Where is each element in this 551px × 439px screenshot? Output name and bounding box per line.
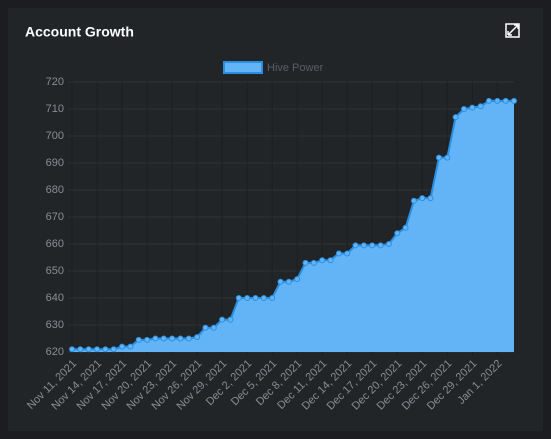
point [160, 335, 167, 342]
point [277, 278, 284, 285]
y-tick-label: 640 [46, 292, 64, 304]
point [302, 259, 309, 266]
chart-title: Account Growth [25, 24, 134, 40]
expand-arrow[interactable] [507, 24, 519, 36]
point [410, 197, 417, 204]
point [210, 324, 217, 331]
point [377, 242, 384, 249]
point [152, 335, 159, 342]
point [85, 346, 92, 353]
point [244, 295, 251, 301]
point [144, 336, 151, 343]
point [419, 195, 426, 202]
point [269, 295, 276, 301]
point [185, 335, 192, 342]
point [119, 343, 126, 350]
point [77, 346, 84, 353]
point [327, 257, 334, 264]
y-tick-label: 620 [46, 346, 64, 358]
point [169, 335, 176, 342]
y-tick-label: 710 [46, 103, 64, 115]
y-tick-label: 630 [46, 319, 64, 331]
point [452, 114, 459, 121]
y-tick-label: 680 [46, 184, 64, 196]
point [511, 97, 517, 104]
point [427, 195, 434, 202]
point [127, 343, 134, 350]
legend-swatch [223, 61, 263, 74]
y-tick-label: 720 [46, 76, 64, 88]
point [219, 316, 226, 323]
point [385, 241, 392, 247]
point [177, 335, 184, 342]
point [344, 250, 351, 257]
point [469, 104, 476, 111]
point [202, 324, 209, 331]
area [72, 100, 514, 353]
y-tick-label: 670 [46, 211, 64, 223]
point [335, 250, 342, 257]
point [260, 295, 267, 301]
point [194, 334, 201, 341]
point [227, 316, 234, 323]
point [460, 106, 467, 112]
point [135, 336, 142, 343]
point [477, 103, 484, 110]
legend-label: Hive Power [267, 62, 324, 74]
point [502, 97, 509, 104]
expand-icon[interactable] [505, 23, 520, 38]
point [444, 154, 451, 161]
y-tick-label: 690 [46, 157, 64, 169]
y-tick-label: 650 [46, 265, 64, 277]
y-tick-label: 660 [46, 238, 64, 250]
point [485, 97, 492, 104]
point [69, 346, 75, 353]
point [110, 346, 117, 353]
point [102, 346, 109, 353]
point [310, 259, 317, 266]
point [252, 295, 259, 301]
expand-frame[interactable] [505, 23, 520, 38]
point [360, 242, 367, 249]
point [369, 242, 376, 249]
point [394, 230, 401, 237]
point [285, 278, 292, 285]
y-tick-label: 700 [46, 130, 64, 142]
point [294, 276, 301, 283]
point [435, 154, 442, 161]
point [235, 295, 242, 301]
point [319, 257, 326, 264]
point [94, 346, 101, 353]
point [494, 97, 501, 104]
point [352, 242, 359, 249]
point [402, 224, 409, 231]
